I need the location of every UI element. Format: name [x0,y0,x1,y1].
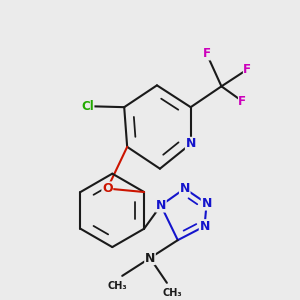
Text: N: N [179,182,190,195]
Text: N: N [201,197,212,210]
Text: N: N [185,137,196,150]
Text: F: F [238,95,246,108]
Text: F: F [243,63,251,76]
Text: N: N [200,220,210,233]
Text: Cl: Cl [81,100,94,113]
Text: N: N [145,251,155,265]
Text: CH₃: CH₃ [162,288,182,298]
Text: CH₃: CH₃ [107,281,127,291]
Text: F: F [202,47,211,60]
Text: N: N [156,199,166,212]
Text: O: O [102,182,112,195]
